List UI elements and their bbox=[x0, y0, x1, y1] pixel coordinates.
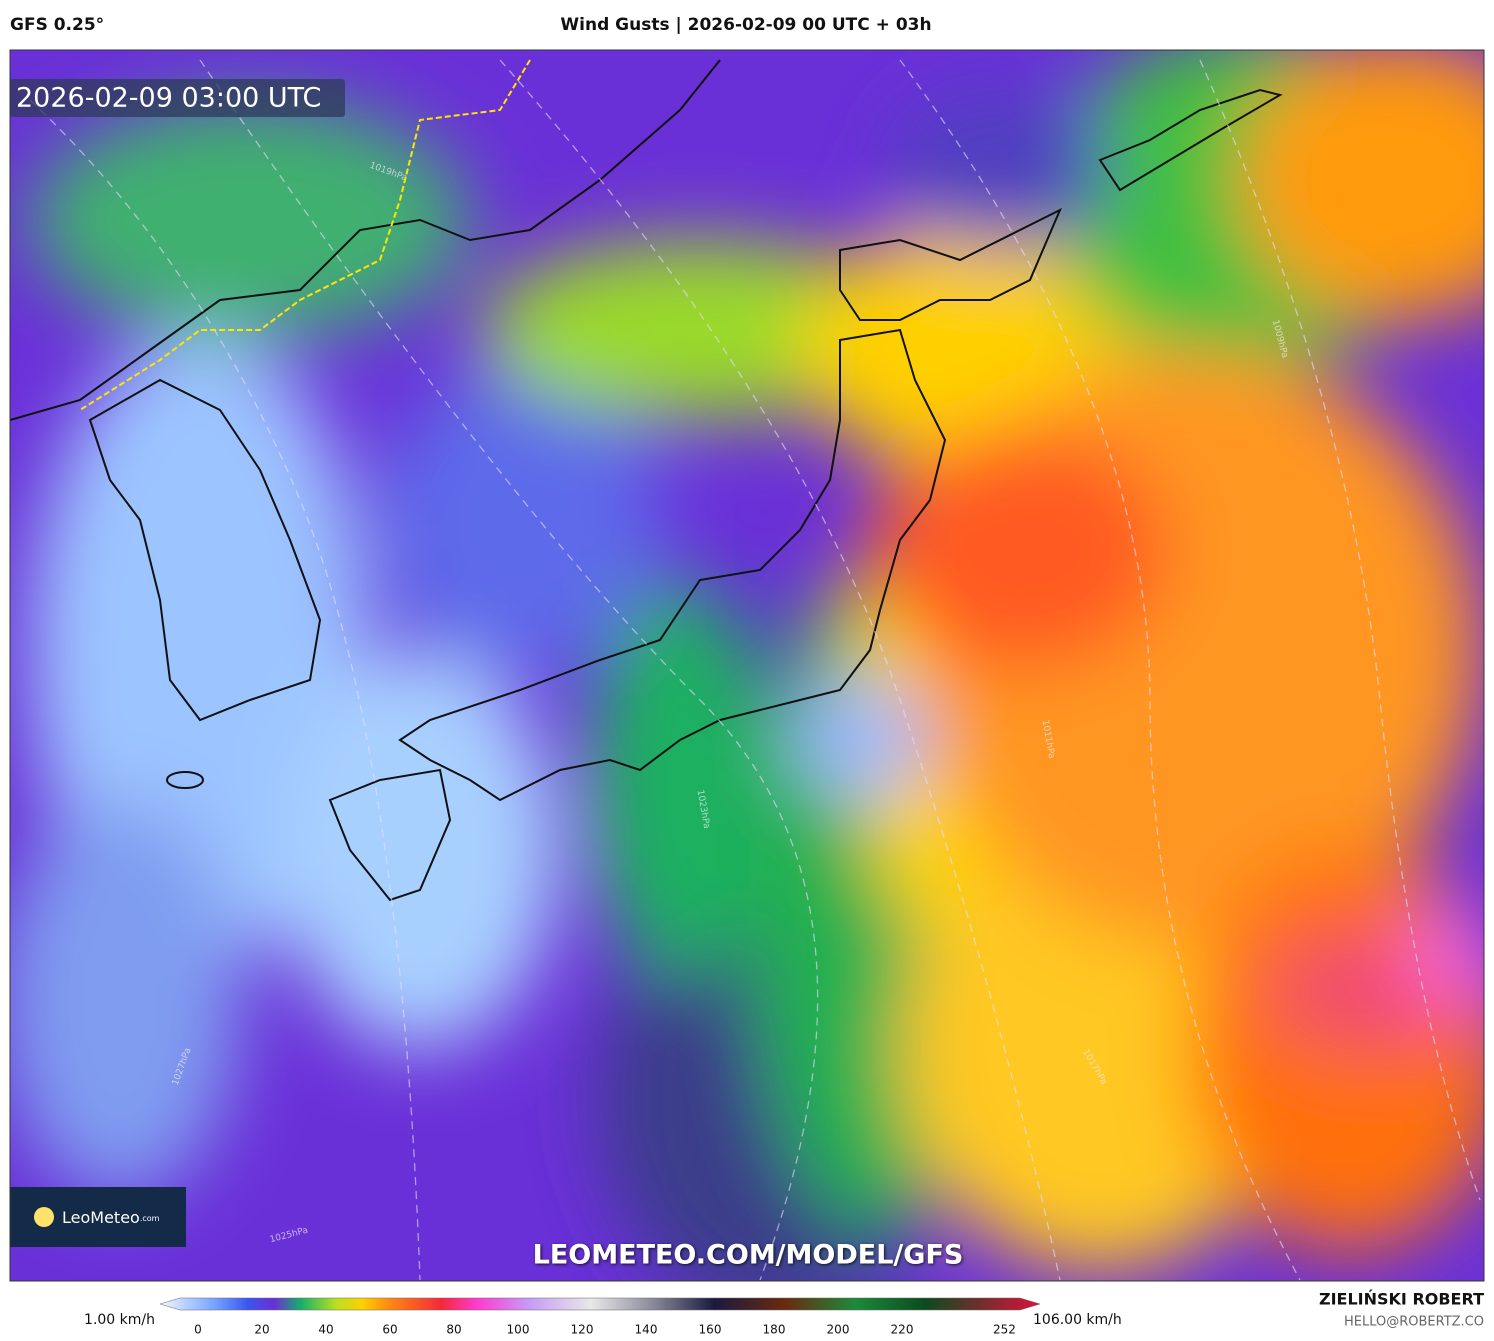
map-frame bbox=[9, 49, 1485, 1282]
colorbar-tick-label: 200 bbox=[827, 1323, 850, 1337]
colorbar-max-label: 106.00 km/h bbox=[1033, 1312, 1122, 1328]
colorbar bbox=[159, 1297, 1041, 1311]
colorbar-min-label: 1.00 km/h bbox=[84, 1312, 155, 1328]
watermark: LEOMETEO.COM/MODEL/GFS bbox=[533, 1240, 964, 1271]
colorbar-tick-label: 220 bbox=[891, 1323, 914, 1337]
coastlines bbox=[10, 59, 1283, 902]
colorbar-tick-label: 60 bbox=[382, 1323, 397, 1337]
colorbar-ticks: 0 20 40 60 80 100 120 140 160 180 200 220 252 bbox=[194, 1323, 1016, 1337]
isobars bbox=[29, 59, 1481, 1281]
map-title: Wind Gusts | 2026-02-09 00 UTC + 03h bbox=[560, 15, 931, 35]
logo-suffix: .com bbox=[140, 1214, 160, 1223]
colorbar-tick-label: 252 bbox=[993, 1323, 1016, 1337]
colorbar-tick-label: 120 bbox=[571, 1323, 594, 1337]
timestamp-box bbox=[10, 79, 345, 117]
colorbar-tick-label: 140 bbox=[635, 1323, 658, 1337]
colorbar-tick-label: 20 bbox=[254, 1323, 269, 1337]
wind-field bbox=[10, 50, 1484, 1281]
colorbar-tick-label: 80 bbox=[446, 1323, 461, 1337]
colorbar-tick-label: 160 bbox=[699, 1323, 722, 1337]
timestamp: 2026-02-09 03:00 UTC bbox=[16, 83, 321, 114]
logo-sun bbox=[34, 1207, 54, 1227]
map-area: 1019hPa1025hPa1027hPa1023hPa1011hPa1009h… bbox=[10, 50, 1484, 1281]
colorbar-tick-label: 180 bbox=[763, 1323, 786, 1337]
colorbar-tick-label: 0 bbox=[194, 1323, 202, 1337]
email: HELLO@ROBERTZ.CO bbox=[1344, 1315, 1484, 1330]
model-label: GFS 0.25° bbox=[10, 15, 104, 35]
author: ZIELIŃSKI ROBERT bbox=[1319, 1290, 1484, 1309]
logo-name: LeoMeteo bbox=[62, 1208, 140, 1227]
colorbar-tick-label: 100 bbox=[507, 1323, 530, 1337]
border bbox=[79, 59, 531, 411]
colorbar-tick-label: 40 bbox=[318, 1323, 333, 1337]
logo-text: LeoMeteo.com bbox=[62, 1208, 160, 1227]
